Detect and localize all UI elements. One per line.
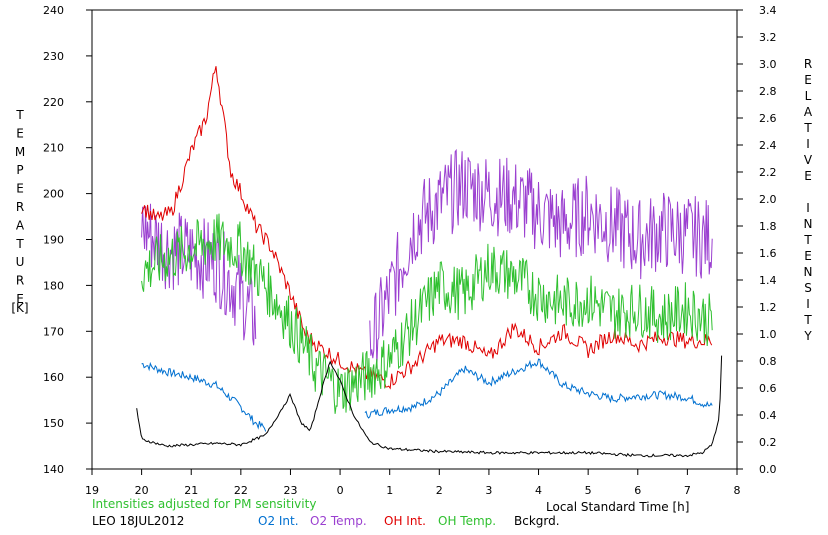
left-tick-label: 170 xyxy=(43,325,64,338)
x-tick-label: 19 xyxy=(85,484,99,497)
x-tick-label: 2 xyxy=(436,484,443,497)
series-bckgrd-line-1 xyxy=(136,355,723,458)
left-tick-label: 150 xyxy=(43,417,64,430)
right-tick-label: 0.4 xyxy=(759,409,777,422)
series-o2_temp-line-2 xyxy=(369,148,713,369)
left-axis-letter: A xyxy=(16,218,25,232)
series-o2_int-line-2 xyxy=(364,358,713,419)
right-axis-letter: L xyxy=(805,89,812,103)
station-date: LEO 18JUL2012 xyxy=(92,514,184,528)
left-tick-label: 210 xyxy=(43,142,64,155)
x-tick-label: 23 xyxy=(283,484,297,497)
right-axis-letter: N xyxy=(804,217,813,231)
x-axis-label: Local Standard Time [h] xyxy=(546,500,689,514)
x-tick-label: 0 xyxy=(337,484,344,497)
right-tick-label: 2.2 xyxy=(759,166,777,179)
right-tick-label: 1.0 xyxy=(759,328,777,341)
right-tick-label: 0.2 xyxy=(759,436,777,449)
right-axis-letter: E xyxy=(804,73,812,87)
left-tick-label: 180 xyxy=(43,279,64,292)
left-axis: 140 150 160 170 180 190 200 210 220 230 240 xyxy=(43,4,92,476)
right-axis-letter: E xyxy=(804,249,812,263)
left-axis-letter: T xyxy=(15,237,24,251)
right-axis-letter: R xyxy=(804,57,812,71)
right-axis-letter: T xyxy=(803,233,812,247)
left-axis-letter: M xyxy=(15,145,25,159)
left-axis-letter: R xyxy=(16,200,24,214)
right-axis-letter: N xyxy=(804,265,813,279)
x-tick-label: 4 xyxy=(535,484,542,497)
x-tick-label: 3 xyxy=(485,484,492,497)
x-tick-label: 21 xyxy=(184,484,198,497)
x-tick-label: 22 xyxy=(234,484,248,497)
series-oh_int-line-1 xyxy=(141,66,713,390)
left-tick-label: 200 xyxy=(43,188,64,201)
right-axis-letter: T xyxy=(803,313,812,327)
left-axis-letter: E xyxy=(16,292,24,306)
right-tick-label: 1.2 xyxy=(759,301,777,314)
x-tick-label: 6 xyxy=(634,484,641,497)
left-tick-label: 190 xyxy=(43,234,64,247)
right-tick-label: 0.6 xyxy=(759,382,777,395)
left-axis-letter: U xyxy=(16,255,25,269)
right-axis: 0.0 0.2 0.4 0.6 0.8 1.0 1.2 1.4 1.6 1.8 2.0 2.2 2.4 2… xyxy=(737,4,777,476)
left-axis-letter: R xyxy=(16,274,24,288)
right-tick-label: 3.0 xyxy=(759,58,777,71)
left-axis-letter: T xyxy=(15,108,24,122)
series-oh_temp-line-1 xyxy=(141,213,713,414)
x-axis: 19 20 21 22 23 0 1 2 3 4 5 6 7 8 xyxy=(85,469,741,497)
left-tick-label: 140 xyxy=(43,463,64,476)
right-tick-label: 3.4 xyxy=(759,4,777,17)
right-axis-letter: I xyxy=(806,297,810,311)
legend-o2-temp: O2 Temp. xyxy=(310,514,367,528)
right-tick-label: 1.6 xyxy=(759,247,777,260)
right-axis-letter: A xyxy=(804,105,813,119)
right-tick-label: 2.4 xyxy=(759,139,777,152)
right-tick-label: 0.8 xyxy=(759,355,777,368)
x-tick-label: 8 xyxy=(734,484,741,497)
legend-oh-int: OH Int. xyxy=(384,514,426,528)
legend-o2-int: O2 Int. xyxy=(258,514,299,528)
left-axis-letter: P xyxy=(16,163,23,177)
left-axis-letter: E xyxy=(16,182,24,196)
x-tick-label: 20 xyxy=(135,484,149,497)
series-layer xyxy=(136,66,723,458)
x-tick-label: 5 xyxy=(585,484,592,497)
left-tick-label: 220 xyxy=(43,96,64,109)
right-tick-label: 0.0 xyxy=(759,463,777,476)
right-axis-letter: V xyxy=(804,153,813,167)
right-tick-label: 3.2 xyxy=(759,31,777,44)
right-axis-letter: S xyxy=(804,281,812,295)
right-tick-label: 2.6 xyxy=(759,112,777,125)
x-tick-label: 7 xyxy=(684,484,691,497)
right-axis-letter: I xyxy=(806,201,810,215)
sensitivity-note: Intensities adjusted for PM sensitivity xyxy=(92,497,316,511)
right-tick-label: 2.8 xyxy=(759,85,777,98)
legend-bckgrd: Bckgrd. xyxy=(514,514,560,528)
left-axis-letter: E xyxy=(16,126,24,140)
series-o2_int-line-1 xyxy=(141,361,267,432)
right-tick-label: 1.4 xyxy=(759,274,777,287)
right-axis-letter: I xyxy=(806,137,810,151)
right-tick-label: 2.0 xyxy=(759,193,777,206)
right-axis-letter: T xyxy=(803,121,812,135)
legend-oh-temp: OH Temp. xyxy=(438,514,496,528)
left-tick-label: 160 xyxy=(43,371,64,384)
left-tick-label: 230 xyxy=(43,50,64,63)
x-tick-label: 1 xyxy=(386,484,393,497)
right-axis-letter: E xyxy=(804,169,812,183)
right-tick-label: 1.8 xyxy=(759,220,777,233)
right-axis-letter: Y xyxy=(803,329,812,343)
left-axis-unit: [K] xyxy=(11,301,28,315)
left-tick-label: 240 xyxy=(43,4,64,17)
